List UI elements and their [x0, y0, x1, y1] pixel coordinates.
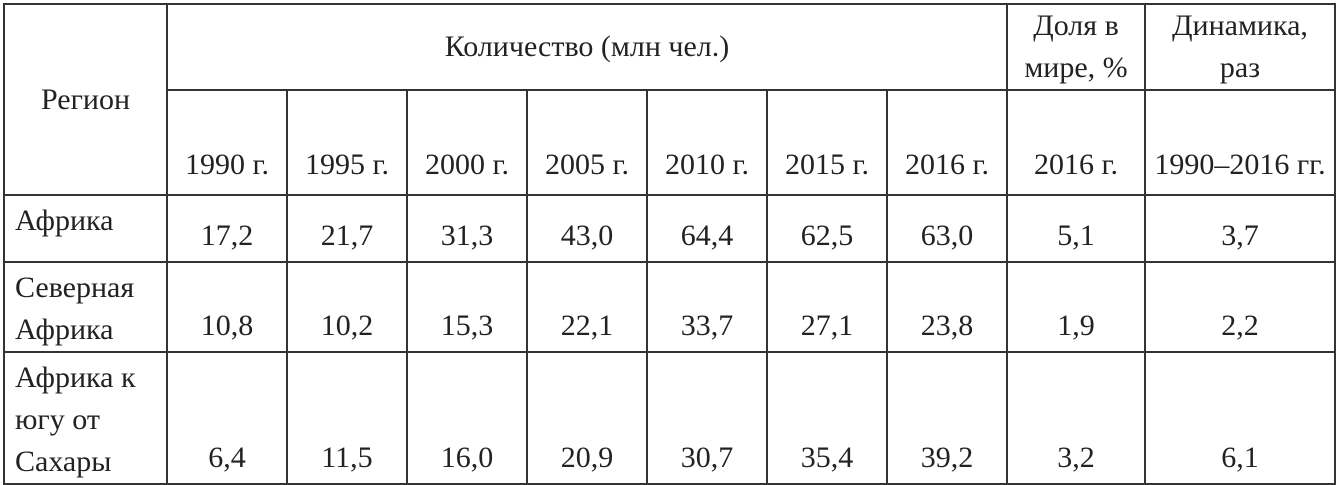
table-cell: 2010 г.: [646, 89, 768, 196]
table-cell: 43,0: [526, 194, 648, 263]
table-cell: 6,1: [1144, 351, 1336, 485]
table-cell: 1,9: [1006, 261, 1146, 353]
table-cell: 2005 г.: [526, 89, 648, 196]
table-cell: 33,7: [646, 261, 768, 353]
table-cell: 30,7: [646, 351, 768, 485]
table-cell: 39,2: [886, 351, 1008, 485]
table-cell: 6,4: [166, 351, 288, 485]
table-cell: 23,8: [886, 261, 1008, 353]
table-cell: 62,5: [766, 194, 888, 263]
table-cell: Африка к югу от Сахары: [3, 351, 168, 485]
table-cell: 64,4: [646, 194, 768, 263]
table-cell: 21,7: [286, 194, 408, 263]
header-cell: Регион: [3, 3, 168, 196]
table-cell: 20,9: [526, 351, 648, 485]
table-cell: 63,0: [886, 194, 1008, 263]
data-row: Африка 17,2 21,7 31,3 43,0 64,4 62,5 63,0 5,1 3,7: [3, 194, 1336, 263]
table-cell: 2016 г.: [1006, 89, 1146, 196]
table-cell: 35,4: [766, 351, 888, 485]
table-cell: 22,1: [526, 261, 648, 353]
header-row: 1990 г. 1995 г. 2000 г. 2005 г. 2010 г. 2015 …: [4, 89, 1336, 196]
table-cell: 10,2: [286, 261, 408, 353]
table-cell: 1990 г.: [166, 89, 288, 196]
table-cell: 1990–2016 гг.: [1144, 89, 1336, 196]
table-cell: 3,7: [1144, 194, 1336, 263]
table-cell: 17,2: [166, 194, 288, 263]
data-table: Регион Количество (млн чел.) Доля в мире…: [3, 3, 1336, 485]
table-cell: 15,3: [406, 261, 528, 353]
table-cell: 2016 г.: [886, 89, 1008, 196]
table-cell: 3,2: [1006, 351, 1146, 485]
header-cell: Доля в мире, %: [1006, 3, 1146, 91]
table-cell: 2,2: [1144, 261, 1336, 353]
data-row: Африка к югу от Сахары 6,4 11,5 16,0 20,9 30,…: [3, 351, 1336, 485]
table-cell: 11,5: [286, 351, 408, 485]
table-cell: 2015 г.: [766, 89, 888, 196]
table-cell: 31,3: [406, 194, 528, 263]
table-cell: Северная Африка: [3, 261, 168, 353]
header-cell: Количество (млн чел.): [166, 3, 1008, 91]
table-cell: 1995 г.: [286, 89, 408, 196]
table-cell: 5,1: [1006, 194, 1146, 263]
table-cell: 16,0: [406, 351, 528, 485]
table-cell: Африка: [3, 194, 168, 263]
table-cell: 27,1: [766, 261, 888, 353]
table-cell: 10,8: [166, 261, 288, 353]
header-cell: Динамика, раз: [1144, 3, 1336, 91]
table-cell: 2000 г.: [406, 89, 528, 196]
header-row: Регион Количество (млн чел.) Доля в мире…: [3, 3, 1336, 196]
data-row: Северная Африка 10,8 10,2 15,3 22,1 33,7 27,1 2…: [3, 261, 1336, 353]
